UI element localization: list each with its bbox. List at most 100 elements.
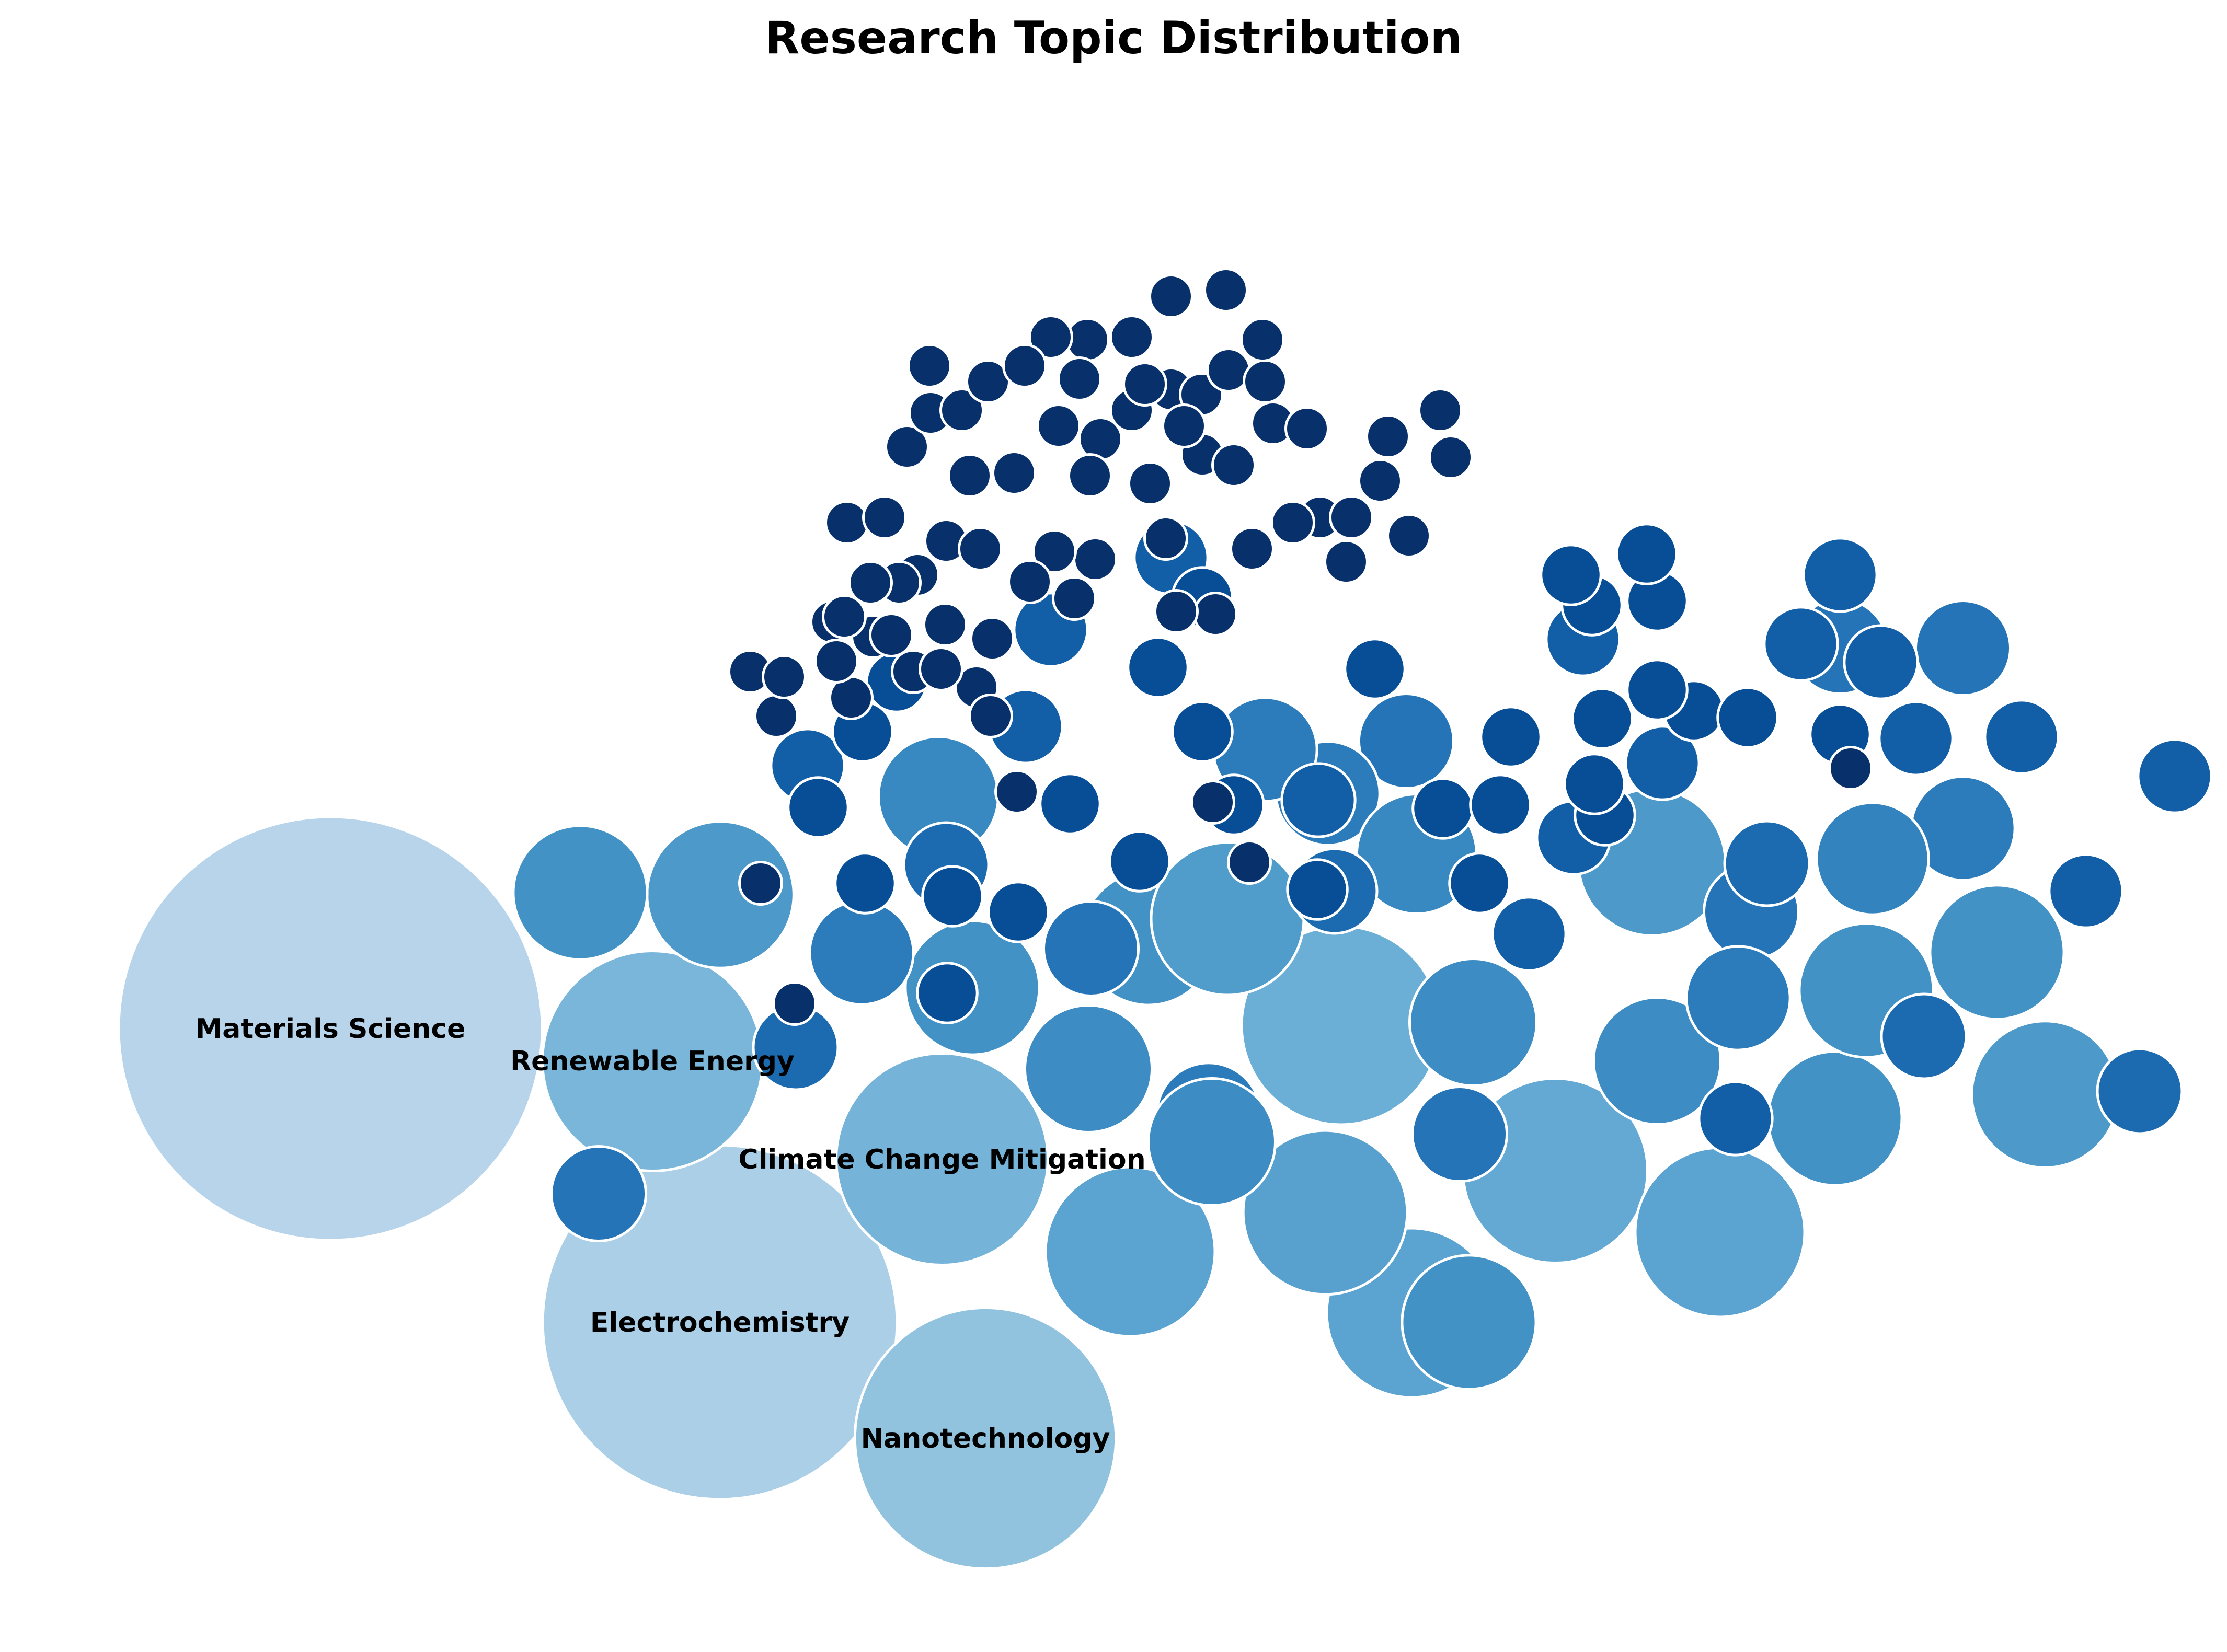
bubble xyxy=(1286,858,1349,921)
bubble xyxy=(1057,356,1102,401)
bubble xyxy=(1928,884,2065,1021)
bubble xyxy=(1329,495,1374,540)
bubble xyxy=(1685,945,1792,1052)
bubble xyxy=(1243,359,1288,404)
bubble xyxy=(1878,700,1954,777)
bubble xyxy=(1007,559,1052,604)
bubble xyxy=(1723,819,1811,907)
bubble-nanotechnology xyxy=(853,1306,1118,1570)
bubble xyxy=(2096,1047,2184,1135)
bubble xyxy=(549,1145,648,1243)
bubble xyxy=(1211,443,1256,488)
bubble xyxy=(1843,624,1919,700)
bubble xyxy=(1154,589,1199,634)
bubble xyxy=(1108,830,1171,893)
bubble xyxy=(1914,599,2012,697)
bubble xyxy=(1036,403,1081,448)
bubble xyxy=(919,646,963,691)
bubble xyxy=(1284,406,1329,451)
bubble xyxy=(923,602,968,647)
bubble xyxy=(1634,1146,1806,1319)
bubble xyxy=(1171,700,1234,763)
bubble xyxy=(1491,896,1567,972)
bubble xyxy=(822,594,867,639)
bubble-climate-change-mitigation xyxy=(835,1052,1049,1266)
bubble xyxy=(1002,343,1047,388)
bubble xyxy=(1802,537,1878,613)
bubble xyxy=(2048,853,2124,929)
bubble xyxy=(754,694,799,738)
bubble xyxy=(824,500,869,545)
bubble xyxy=(1280,762,1357,838)
unlabeled-bubbles xyxy=(512,268,2213,1399)
bubble xyxy=(1763,606,1839,682)
bubble xyxy=(834,852,897,915)
bubble xyxy=(772,981,817,1026)
bubble xyxy=(1428,435,1473,480)
bubble xyxy=(1028,315,1073,360)
bubble xyxy=(1109,315,1154,360)
bubble xyxy=(862,495,907,540)
chart-title: Research Topic Distribution xyxy=(765,12,1462,64)
bubble xyxy=(1386,513,1431,558)
bubble xyxy=(1024,1004,1153,1134)
bubble xyxy=(1615,523,1678,585)
bubble xyxy=(1044,1165,1216,1338)
bubble xyxy=(1143,516,1188,561)
bubble xyxy=(1592,996,1722,1126)
bubble xyxy=(947,453,992,498)
bubble xyxy=(1147,1077,1277,1207)
bubble xyxy=(1240,317,1285,362)
labels-layer: Materials Science Electrochemistry Nanotec… xyxy=(196,1013,1146,1454)
bubble xyxy=(1039,772,1101,835)
bubble xyxy=(1193,592,1238,637)
bubble xyxy=(885,424,929,469)
bubble xyxy=(1563,753,1626,815)
bubble xyxy=(1042,899,1140,998)
bubble xyxy=(1401,1254,1537,1391)
bubble xyxy=(1190,780,1235,825)
bubble xyxy=(987,881,1050,943)
bubble xyxy=(1358,458,1403,503)
bubbles-layer xyxy=(117,268,2213,1570)
labeled-bubbles xyxy=(117,815,1118,1570)
bubble xyxy=(1203,268,1248,313)
bubble xyxy=(1270,500,1315,545)
bubble xyxy=(1073,537,1118,582)
bubble xyxy=(1815,801,1930,916)
bubble xyxy=(939,388,984,433)
bubble xyxy=(848,560,893,605)
bubble xyxy=(1716,686,1779,749)
bubble-label: Nanotechnology xyxy=(861,1423,1110,1454)
bubble xyxy=(994,769,1039,814)
bubble xyxy=(1344,638,1406,700)
bubble xyxy=(1626,659,1689,721)
bubble xyxy=(1067,453,1112,498)
bubble xyxy=(1540,544,1602,606)
bubble xyxy=(1162,403,1207,448)
bubble xyxy=(512,824,649,961)
bubble-materials-science xyxy=(117,815,544,1242)
bubble xyxy=(787,776,850,839)
bubble xyxy=(907,343,952,388)
bubble-label: Climate Change Mitigation xyxy=(738,1144,1145,1175)
bubble xyxy=(1149,274,1193,319)
bubble xyxy=(1227,840,1272,885)
bubble xyxy=(1479,706,1542,768)
bubble xyxy=(1411,777,1474,840)
bubble xyxy=(1242,1129,1409,1296)
bubble xyxy=(1357,692,1455,790)
bubble xyxy=(1880,992,1968,1080)
bubble xyxy=(1624,725,1701,801)
bubble xyxy=(1122,362,1167,407)
bubble xyxy=(1052,576,1097,621)
bubble xyxy=(1697,1080,1774,1157)
bubble xyxy=(1571,687,1634,750)
bubble xyxy=(1983,699,2060,775)
bubble xyxy=(1766,1050,1903,1187)
bubble xyxy=(968,694,1013,738)
bubble xyxy=(738,861,783,906)
bubble xyxy=(1324,539,1369,584)
